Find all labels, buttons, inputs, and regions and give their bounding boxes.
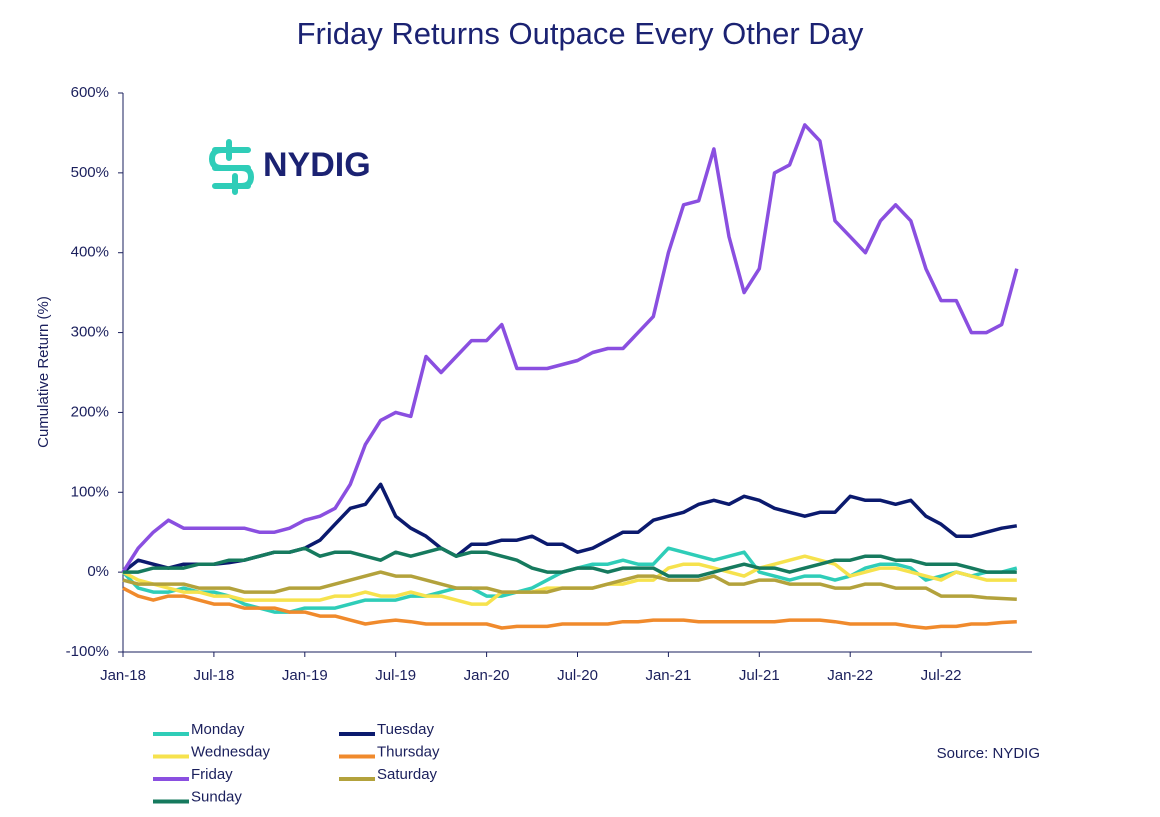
legend-label: Friday [191, 766, 233, 783]
x-tick-label: Jul-21 [739, 667, 780, 684]
series-line [122, 586, 1017, 630]
legend-label: Monday [191, 721, 245, 738]
series-line [121, 482, 1018, 574]
y-tick-label: -100% [66, 643, 109, 660]
series-line [121, 123, 1019, 574]
x-tick-label: Jul-18 [193, 667, 234, 684]
y-axis-label: Cumulative Return (%) [35, 296, 52, 448]
logo-icon [208, 139, 255, 195]
y-tick-label: 100% [71, 483, 109, 500]
y-tick-label: 200% [71, 403, 109, 420]
x-tick-label: Jan-21 [645, 667, 691, 684]
series-line [123, 546, 1017, 578]
legend-label: Tuesday [377, 721, 434, 738]
x-tick-label: Jan-19 [282, 667, 328, 684]
y-tick-label: 300% [71, 324, 109, 341]
x-tick-label: Jan-20 [464, 667, 510, 684]
legend-label: Sunday [191, 788, 242, 805]
legend-label: Saturday [377, 766, 438, 783]
x-tick-label: Jul-20 [557, 667, 598, 684]
y-tick-label: 500% [71, 164, 109, 181]
legend-label: Wednesday [191, 743, 270, 760]
x-tick-label: Jan-22 [827, 667, 873, 684]
logo: NYDIG [263, 146, 371, 184]
x-tick-label: Jan-18 [100, 667, 146, 684]
y-tick-label: 400% [71, 244, 109, 261]
series-line [122, 570, 1017, 602]
y-tick-label: 600% [71, 84, 109, 101]
y-tick-label: 0% [87, 563, 109, 580]
x-tick-label: Jul-19 [375, 667, 416, 684]
x-tick-label: Jul-22 [921, 667, 962, 684]
legend-label: Thursday [377, 743, 440, 760]
chart-title: Friday Returns Outpace Every Other Day [297, 16, 864, 51]
source: Source: NYDIG [937, 745, 1040, 762]
